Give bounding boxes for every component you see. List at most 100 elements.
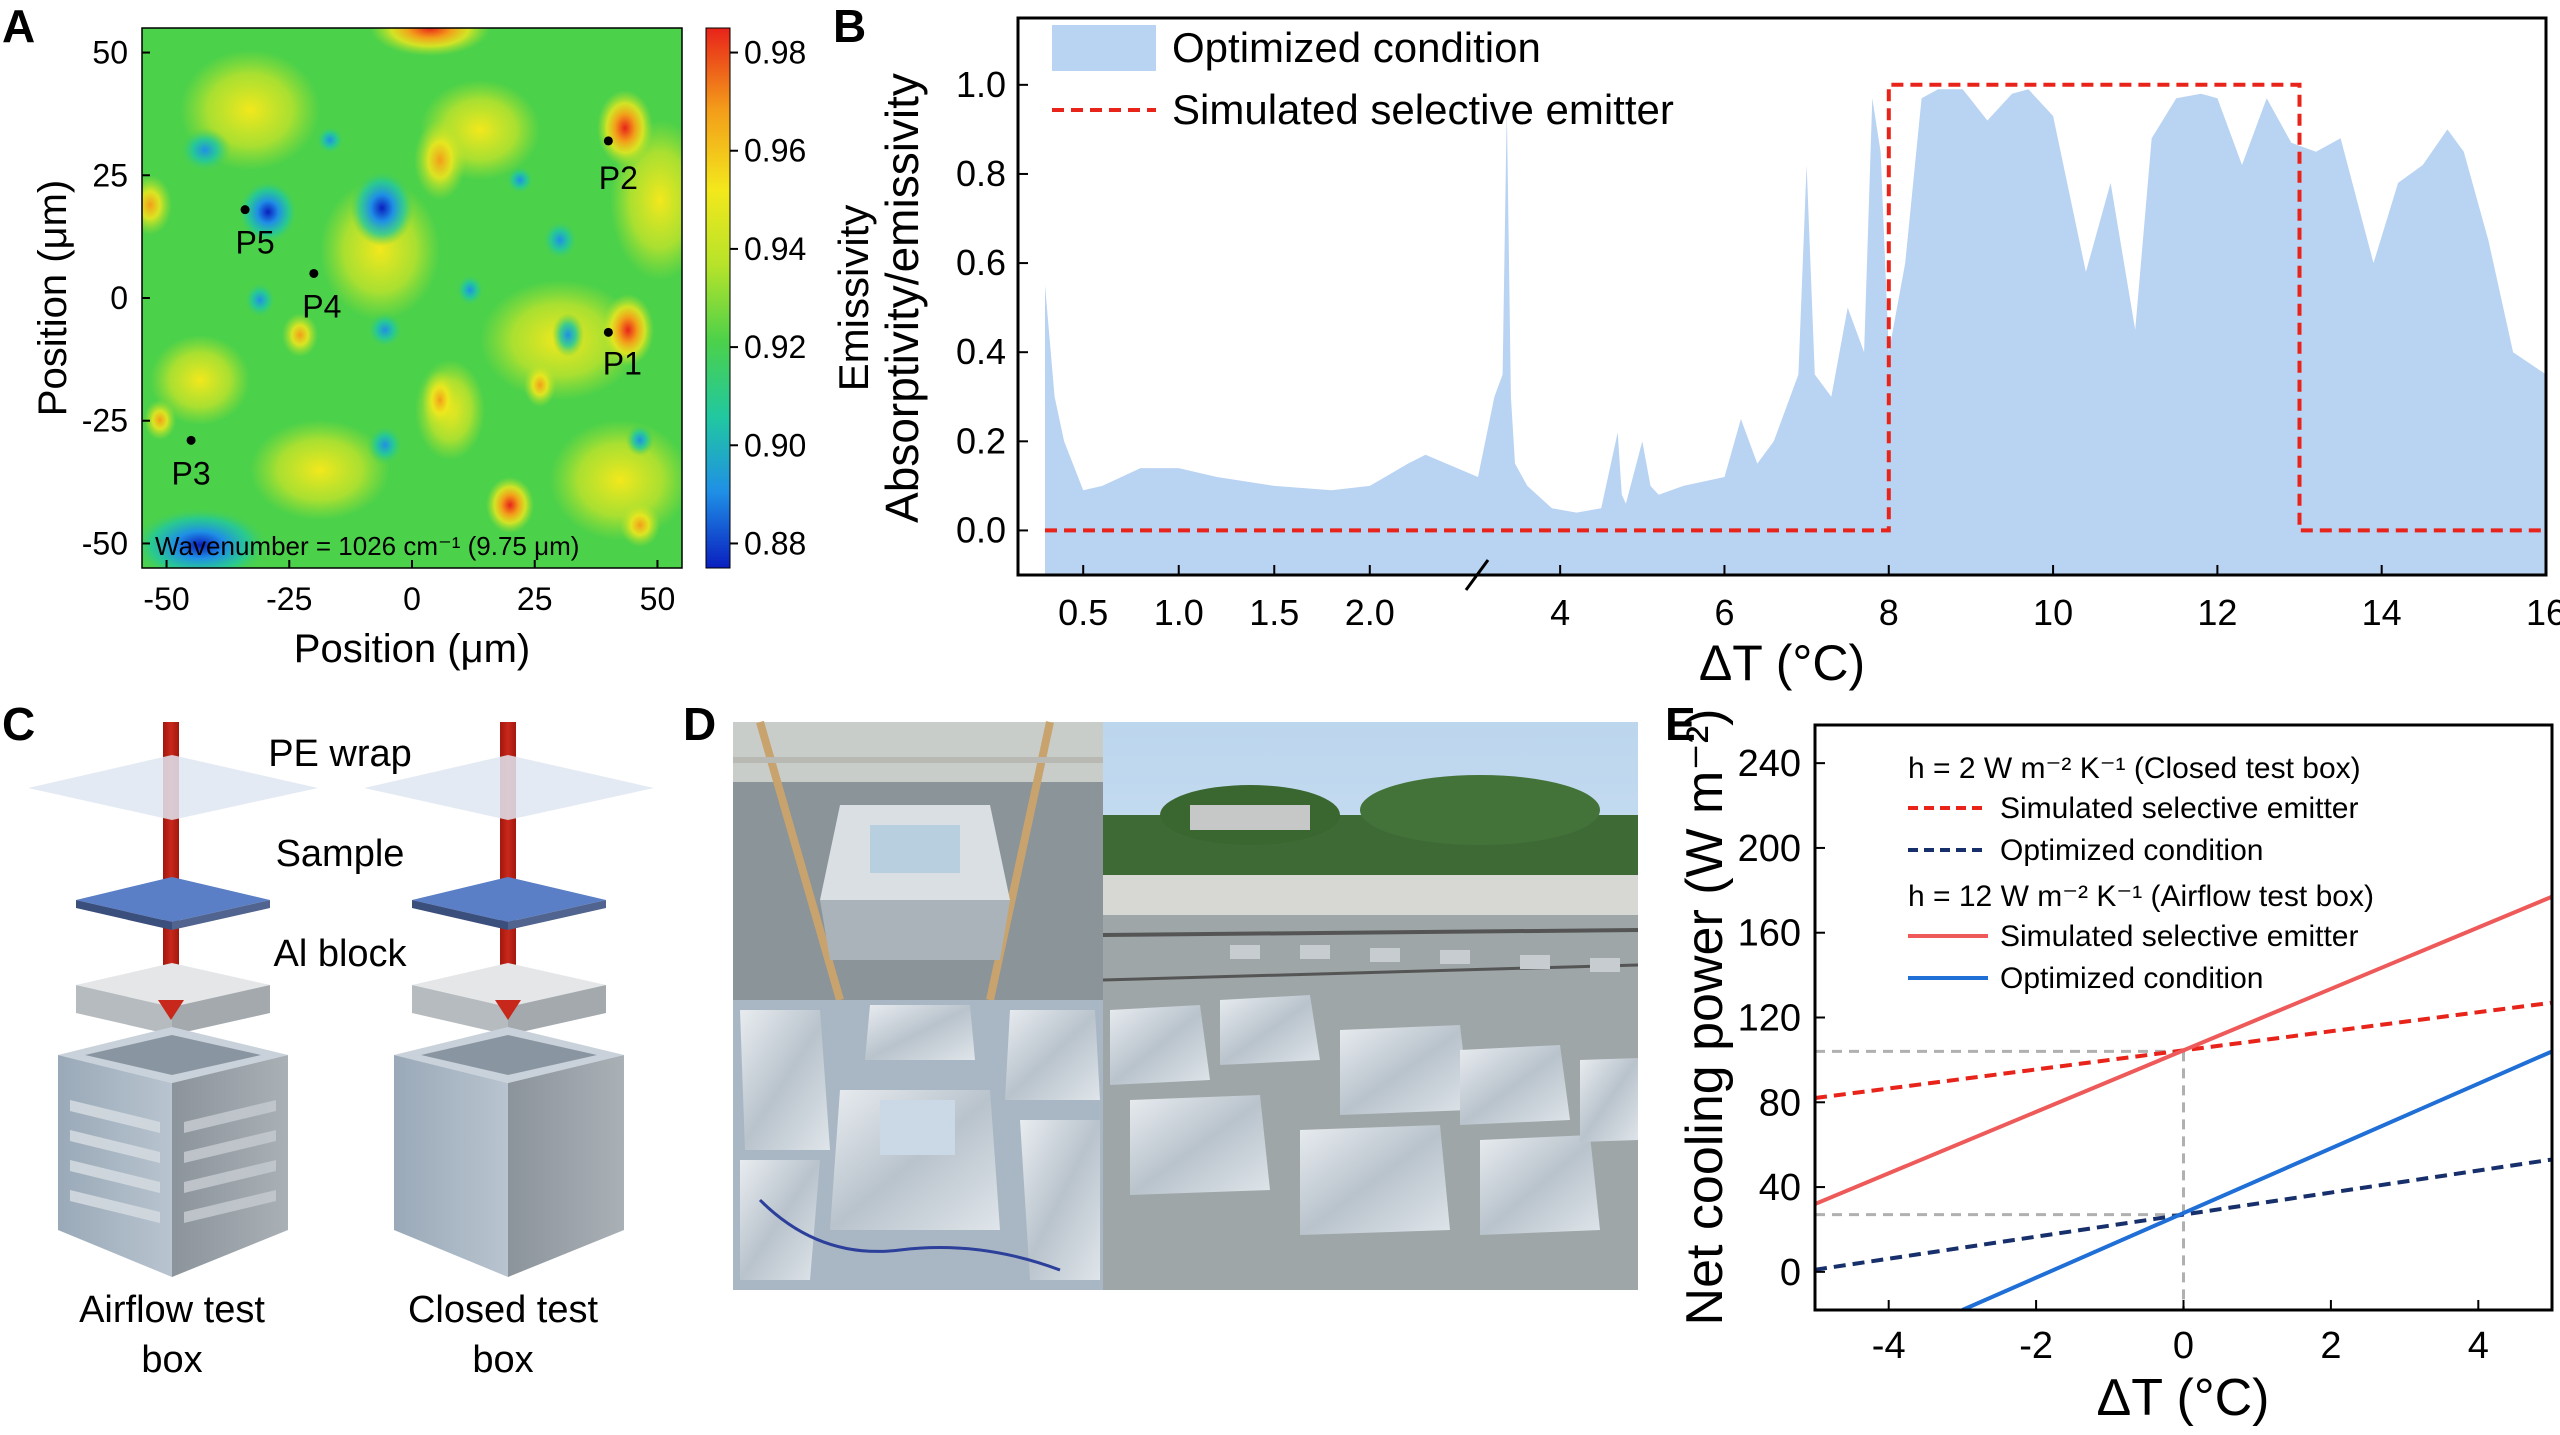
e-y-tick-label: 40 (1759, 1167, 1801, 1209)
e-y-tick-label: 80 (1759, 1082, 1801, 1124)
b-x-tick-label: 0.5 (1058, 592, 1108, 633)
panel-e-x-axis-label: ΔT (°C) (2097, 1369, 2270, 1427)
panel-c-schematic: PE wrap Sample Al block (28, 722, 654, 1381)
legend-group-h2: h = 2 W m⁻² K⁻¹ (Closed test box) (1908, 752, 2361, 785)
a-x-tick-label: -25 (266, 581, 312, 617)
label-al-block: Al block (273, 933, 407, 975)
panel-d-photos (733, 720, 1639, 1290)
sample-plate (412, 877, 606, 930)
a-x-tick-label: 0 (403, 581, 421, 617)
point-marker-p3 (186, 435, 196, 445)
e-x-tick-label: 2 (2320, 1325, 2341, 1367)
point-label-p1: P1 (603, 345, 642, 381)
panel-b-y-axis-label-2: Absorptivity/emissivity (876, 73, 928, 523)
series-line-h-12-simulated-selective-emitter (1815, 894, 2552, 1206)
a-x-tick-label: -50 (143, 581, 189, 617)
photo-rooftop-closeup (733, 720, 1103, 1002)
axis-break-mark (1464, 559, 1490, 591)
b-x-tick-label: 12 (2197, 592, 2237, 633)
label-closed-box-line1: Closed test (408, 1289, 599, 1331)
panel-letter-c: C (2, 698, 35, 750)
closed-stack (364, 722, 654, 1277)
photo-rooftop-wide (1102, 722, 1639, 1290)
panel-b-x-axis-label: ΔT (°C) (1699, 635, 1865, 691)
point-marker-p4 (309, 268, 319, 278)
e-y-tick-label: 120 (1738, 998, 1801, 1040)
panel-e-line-chart: -4 -2 0 2 4 0 40 80 120 160 200 240 ΔT (°C) Net co… (1676, 709, 2554, 1427)
panel-b-y-axis-label-1: Emissivity (830, 205, 877, 392)
a-y-tick-label: 25 (92, 157, 128, 193)
panel-b-spectrum-chart: 0.5 1.0 1.5 2.0 4 6 8 10 12 14 16 0.0 0.2 0.4 0.6 0.8 1… (830, 16, 2560, 691)
e-y-tick-label: 240 (1738, 743, 1801, 785)
b-x-tick-label: 16 (2526, 592, 2560, 633)
colorbar-tick-label: 0.94 (744, 231, 806, 267)
panel-letter-e: E (1665, 698, 1696, 750)
e-x-tick-label: 0 (2173, 1325, 2194, 1367)
a-y-tick-label: -25 (82, 403, 128, 439)
panel-letter-b: B (833, 0, 866, 52)
label-sample: Sample (276, 833, 405, 875)
panel-e-y-axis-label: Net cooling power (W m⁻²) (1676, 709, 1734, 1326)
sample-plate (76, 877, 270, 930)
b-x-tick-label: 2.0 (1345, 592, 1395, 633)
photo-foil-boxes (733, 1000, 1103, 1290)
legend-label-h2-simulated: Simulated selective emitter (2000, 792, 2358, 825)
b-x-tick-label: 14 (2362, 592, 2402, 633)
closed-test-box (394, 1027, 624, 1277)
colorbar-tick-label: 0.98 (744, 35, 806, 71)
e-y-tick-label: 0 (1780, 1252, 1801, 1294)
colorbar-tick-label: 0.90 (744, 427, 806, 463)
panel-a-wavenumber-annotation: Wavenumber = 1026 cm⁻¹ (9.75 μm) (155, 531, 579, 561)
pe-wrap-sheet (28, 755, 318, 820)
al-block (412, 963, 606, 1035)
legend-swatch-optimized (1052, 25, 1156, 71)
e-x-tick-label: -4 (1872, 1325, 1906, 1367)
b-x-tick-label: 4 (1550, 592, 1570, 633)
label-closed-box-line2: box (472, 1339, 533, 1381)
e-x-tick-label: -2 (2019, 1325, 2053, 1367)
b-y-tick-label: 0.2 (956, 420, 1006, 461)
b-x-tick-label: 8 (1879, 592, 1899, 633)
panel-letter-d: D (683, 698, 716, 750)
point-marker-p5 (240, 205, 250, 215)
b-x-tick-label: 6 (1714, 592, 1734, 633)
point-marker-p1 (603, 327, 613, 337)
airflow-stack (28, 722, 318, 1277)
label-pe-wrap: PE wrap (268, 733, 412, 775)
panel-a-heatmap: P1 P2 P3 P4 P5 Wavenumber = 1026 cm⁻¹ (9.75 … (31, 27, 806, 671)
beam-arrow-head (495, 1000, 521, 1020)
b-y-tick-label: 1.0 (956, 64, 1006, 105)
e-y-tick-label: 200 (1738, 828, 1801, 870)
b-x-tick-label: 1.5 (1249, 592, 1299, 633)
legend-label-optimized: Optimized condition (1172, 24, 1541, 71)
a-y-tick-label: 0 (110, 280, 128, 316)
b-y-tick-label: 0.4 (956, 331, 1006, 372)
b-y-tick-label: 0.0 (956, 509, 1006, 550)
series-optimized-condition-area (1045, 89, 2546, 575)
point-label-p3: P3 (172, 455, 211, 491)
airflow-test-box (58, 1027, 288, 1277)
colorbar-tick-label: 0.96 (744, 133, 806, 169)
point-label-p4: P4 (302, 288, 341, 324)
a-y-tick-label: -50 (82, 525, 128, 561)
panel-a-y-axis-label: Position (μm) (31, 180, 75, 416)
a-x-tick-label: 50 (640, 581, 676, 617)
point-label-p2: P2 (599, 160, 638, 196)
point-marker-p2 (603, 136, 613, 146)
legend-label-h12-simulated: Simulated selective emitter (2000, 920, 2358, 953)
legend-label-h2-optimized: Optimized condition (2000, 834, 2263, 867)
panel-a-x-axis-label: Position (μm) (294, 627, 530, 671)
point-label-p5: P5 (236, 225, 275, 261)
a-y-tick-label: 50 (92, 35, 128, 71)
al-block (76, 963, 270, 1035)
e-y-tick-label: 160 (1738, 913, 1801, 955)
panel-a-colorbar (705, 27, 731, 569)
b-x-tick-label: 10 (2033, 592, 2073, 633)
panel-letter-a: A (2, 0, 35, 52)
b-x-tick-label: 1.0 (1154, 592, 1204, 633)
legend-label-h12-optimized: Optimized condition (2000, 962, 2263, 995)
series-line-h-12-optimized-condition (1961, 1049, 2552, 1310)
legend-label-simulated: Simulated selective emitter (1172, 86, 1674, 133)
b-y-tick-label: 0.8 (956, 153, 1006, 194)
